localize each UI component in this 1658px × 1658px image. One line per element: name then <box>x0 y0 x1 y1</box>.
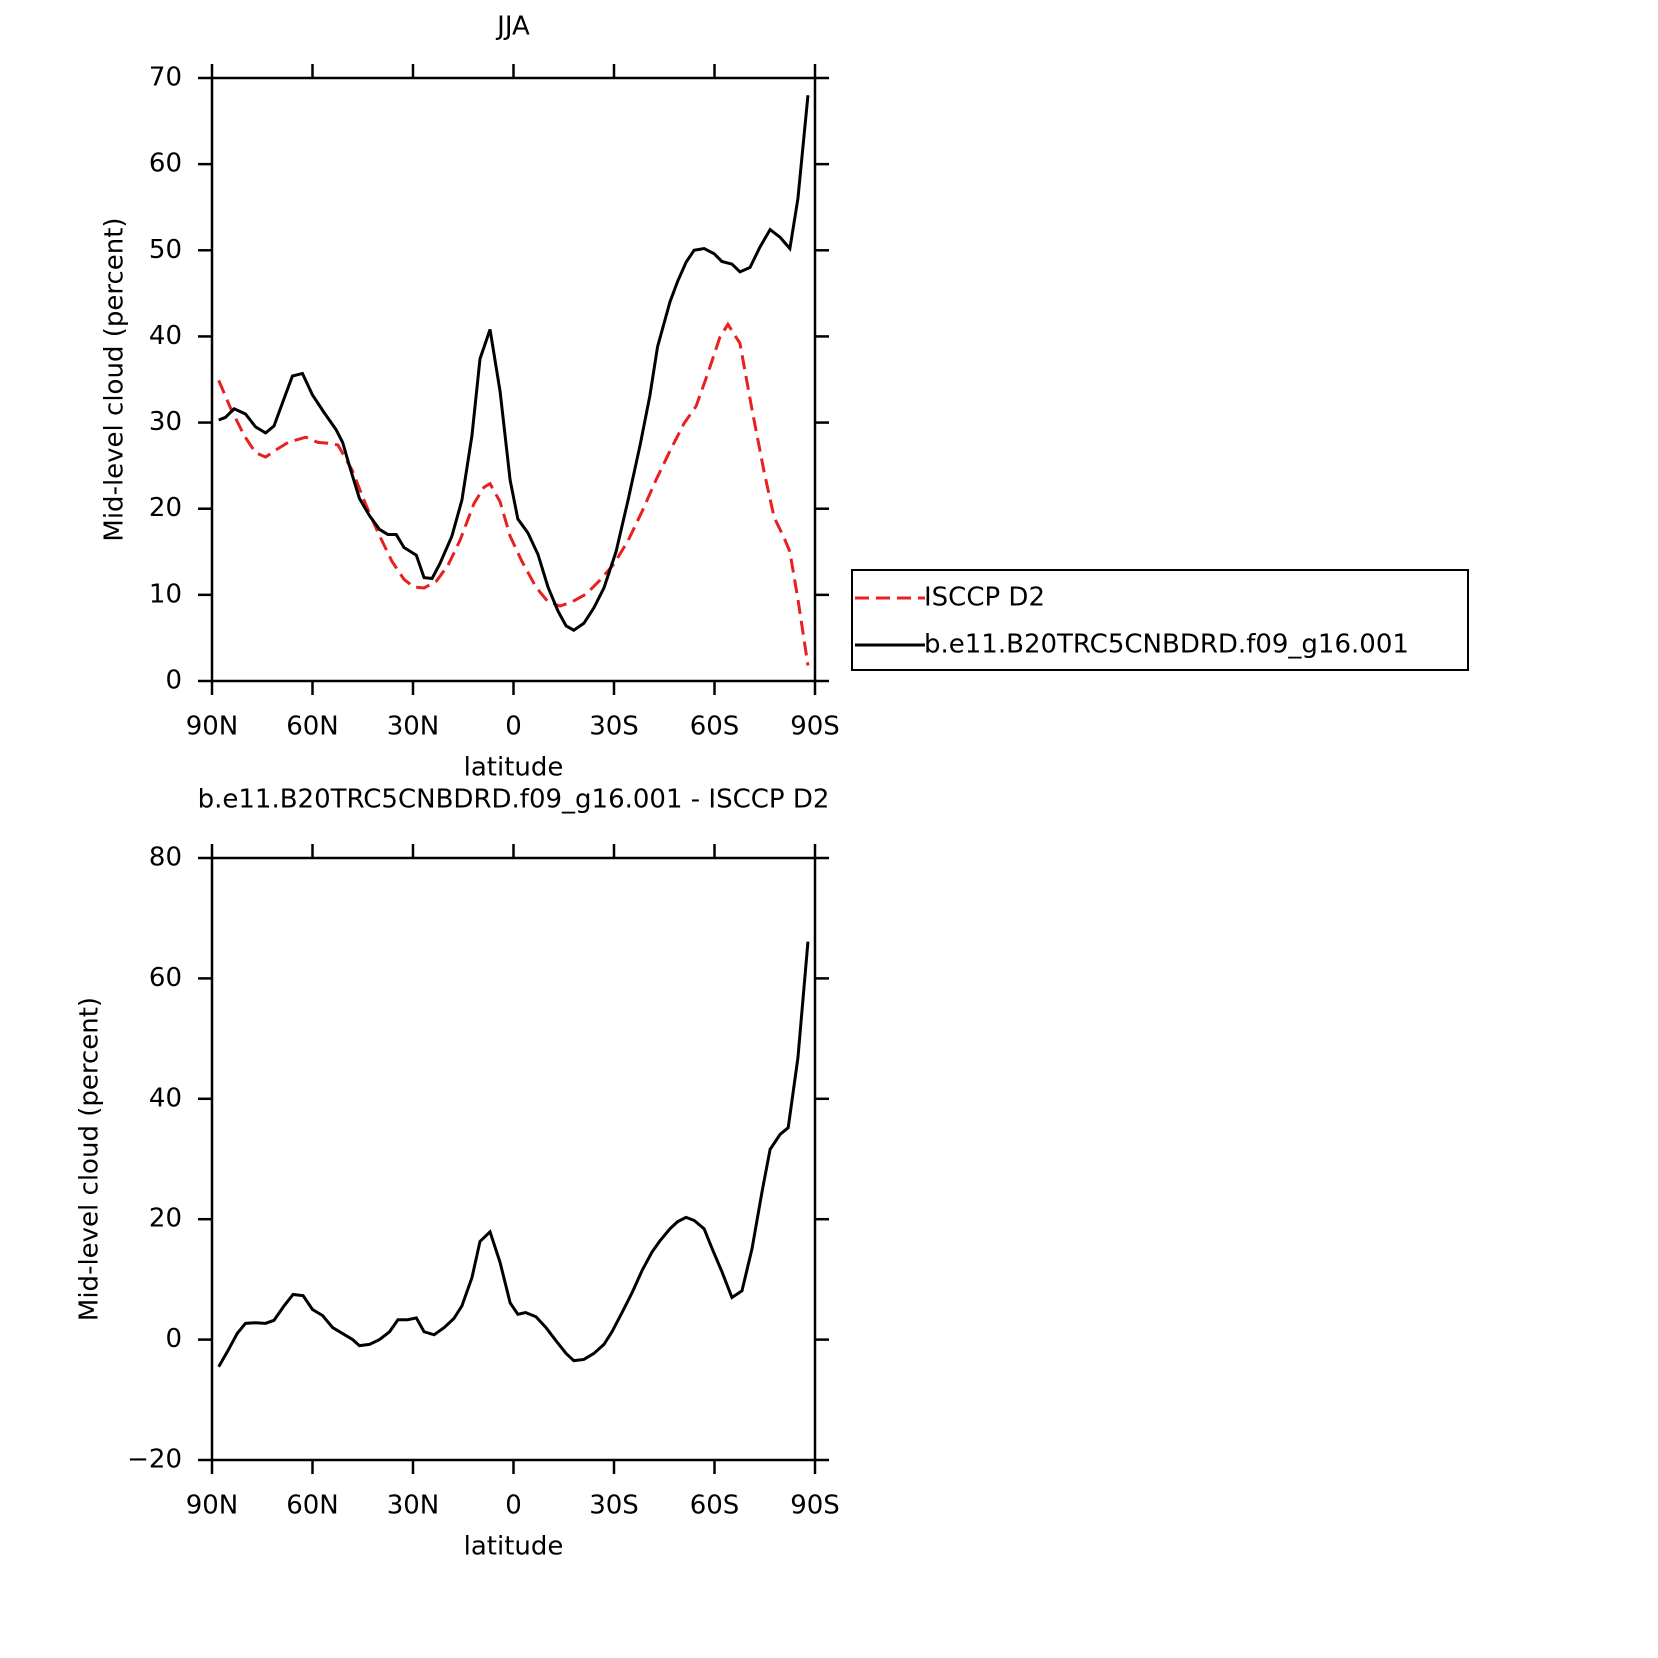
legend-box <box>851 569 1469 671</box>
y-axis-label: Mid-level cloud (percent) <box>75 997 105 1321</box>
y-tick-label: 0 <box>165 1324 182 1354</box>
y-tick-label: 20 <box>149 493 182 523</box>
y-axis-label: Mid-level cloud (percent) <box>100 217 130 541</box>
y-tick-label: 40 <box>149 1083 182 1113</box>
y-tick-label: 50 <box>149 235 182 265</box>
legend-label: ISCCP D2 <box>924 583 1045 613</box>
plot-frame <box>210 76 817 683</box>
data-line <box>218 95 810 632</box>
data-line <box>217 941 810 1368</box>
y-tick-label: 70 <box>149 63 182 93</box>
x-axis-label: latitude <box>464 753 564 783</box>
y-tick-label: 80 <box>149 843 182 873</box>
chart-title: b.e11.B20TRC5CNBDRD.f09_g16.001 - ISCCP … <box>198 785 830 815</box>
y-tick-label: −20 <box>127 1445 182 1475</box>
x-tick-label: 90S <box>790 712 840 742</box>
y-tick-label: 10 <box>149 579 182 609</box>
y-tick-label: 30 <box>149 407 182 437</box>
x-tick-label: 30N <box>387 1491 440 1521</box>
x-tick-label: 90S <box>790 1491 840 1521</box>
x-tick-label: 60N <box>286 712 339 742</box>
x-tick-label: 0 <box>505 1491 522 1521</box>
x-axis-label: latitude <box>464 1532 564 1562</box>
plot-frame <box>210 856 817 1462</box>
x-tick-label: 60S <box>690 1491 740 1521</box>
data-line <box>217 321 810 666</box>
x-tick-label: 0 <box>505 712 522 742</box>
chart-title: JJA <box>495 12 530 42</box>
x-tick-label: 30S <box>589 712 639 742</box>
y-tick-label: 40 <box>149 321 182 351</box>
x-tick-label: 60N <box>286 1491 339 1521</box>
x-tick-label: 30S <box>589 1491 639 1521</box>
x-tick-label: 30N <box>387 712 440 742</box>
x-tick-label: 90N <box>186 712 239 742</box>
y-tick-label: 0 <box>165 666 182 696</box>
x-tick-label: 90N <box>186 1491 239 1521</box>
legend-label: b.e11.B20TRC5CNBDRD.f09_g16.001 <box>924 630 1409 660</box>
y-tick-label: 20 <box>149 1204 182 1234</box>
y-tick-label: 60 <box>149 149 182 179</box>
y-tick-label: 60 <box>149 963 182 993</box>
x-tick-label: 60S <box>690 712 740 742</box>
